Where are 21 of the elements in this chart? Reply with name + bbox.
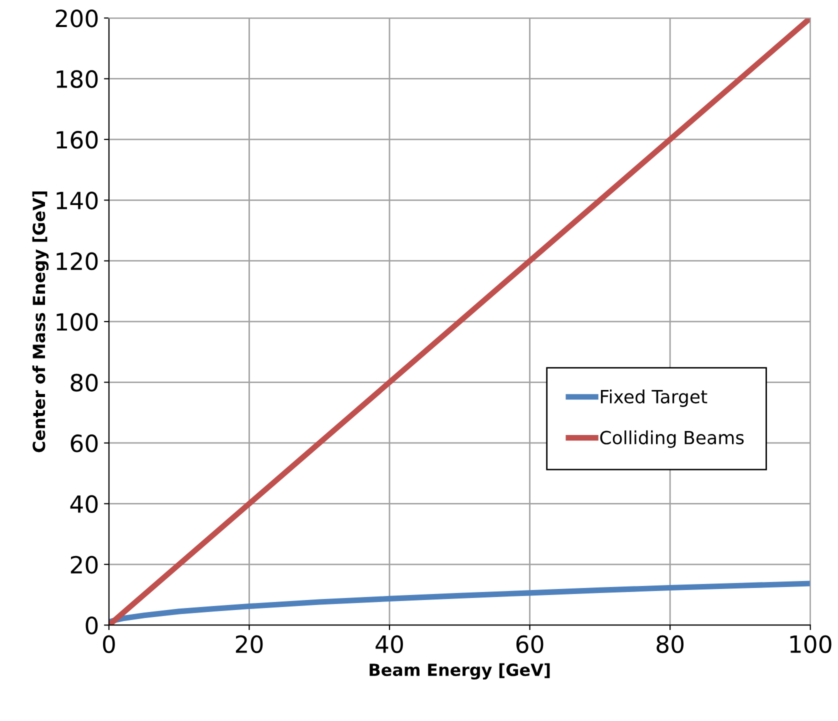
y-tick-label: 180 xyxy=(56,70,98,88)
y-tick-label: 20 xyxy=(70,556,98,574)
y-tick-label: 160 xyxy=(56,130,98,149)
y-tick-label: 40 xyxy=(70,495,98,513)
y-tick-label: 100 xyxy=(56,313,98,331)
x-tick-label: 80 xyxy=(656,635,684,654)
x-tick-label: 20 xyxy=(236,635,263,654)
y-tick-label: 80 xyxy=(70,374,98,392)
x-tick-label: 60 xyxy=(516,635,544,654)
y-tick-label: 120 xyxy=(56,252,98,270)
y-tick-label: 200 xyxy=(56,9,98,28)
legend-label: Fixed Target xyxy=(600,389,708,407)
y-tick-label: 140 xyxy=(56,192,98,210)
x-tick-label: 100 xyxy=(790,635,832,654)
y-axis-title: Center of Mass Enegy [GeV] xyxy=(32,192,49,452)
legend-label: Colliding Beams xyxy=(600,430,744,448)
y-tick-label: 0 xyxy=(86,616,98,634)
x-tick-label: 40 xyxy=(376,635,403,654)
x-tick-label: 0 xyxy=(102,635,115,654)
x-axis-title: Beam Energy [GeV] xyxy=(370,663,550,680)
y-tick-label: 60 xyxy=(70,434,98,452)
